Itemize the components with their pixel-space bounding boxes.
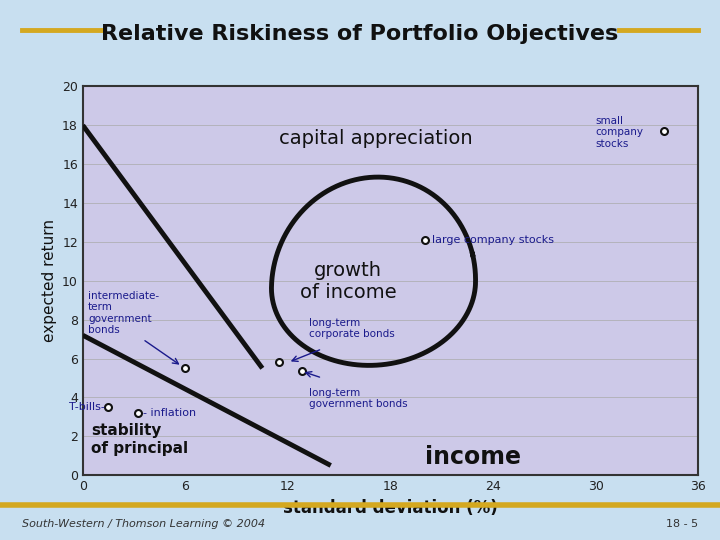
Text: income: income — [425, 446, 521, 469]
Text: small
company
stocks: small company stocks — [596, 116, 644, 148]
Text: Relative Riskiness of Portfolio Objectives: Relative Riskiness of Portfolio Objectiv… — [102, 24, 618, 44]
Y-axis label: expected return: expected return — [42, 219, 56, 342]
Text: long-term
government bonds: long-term government bonds — [308, 388, 407, 409]
Text: large company stocks: large company stocks — [432, 235, 554, 245]
Text: T-bills-: T-bills- — [69, 402, 105, 412]
Text: growth
of income: growth of income — [300, 261, 396, 302]
Text: intermediate-
term
government
bonds: intermediate- term government bonds — [88, 291, 159, 335]
Text: 18 - 5: 18 - 5 — [666, 519, 698, 529]
Text: capital appreciation: capital appreciation — [279, 129, 473, 148]
Text: South-Western / Thomson Learning © 2004: South-Western / Thomson Learning © 2004 — [22, 519, 265, 529]
X-axis label: standard deviation (%): standard deviation (%) — [283, 498, 498, 517]
Text: stability
of principal: stability of principal — [91, 423, 189, 456]
Text: - inflation: - inflation — [143, 408, 196, 418]
Text: long-term
corporate bonds: long-term corporate bonds — [308, 318, 395, 339]
